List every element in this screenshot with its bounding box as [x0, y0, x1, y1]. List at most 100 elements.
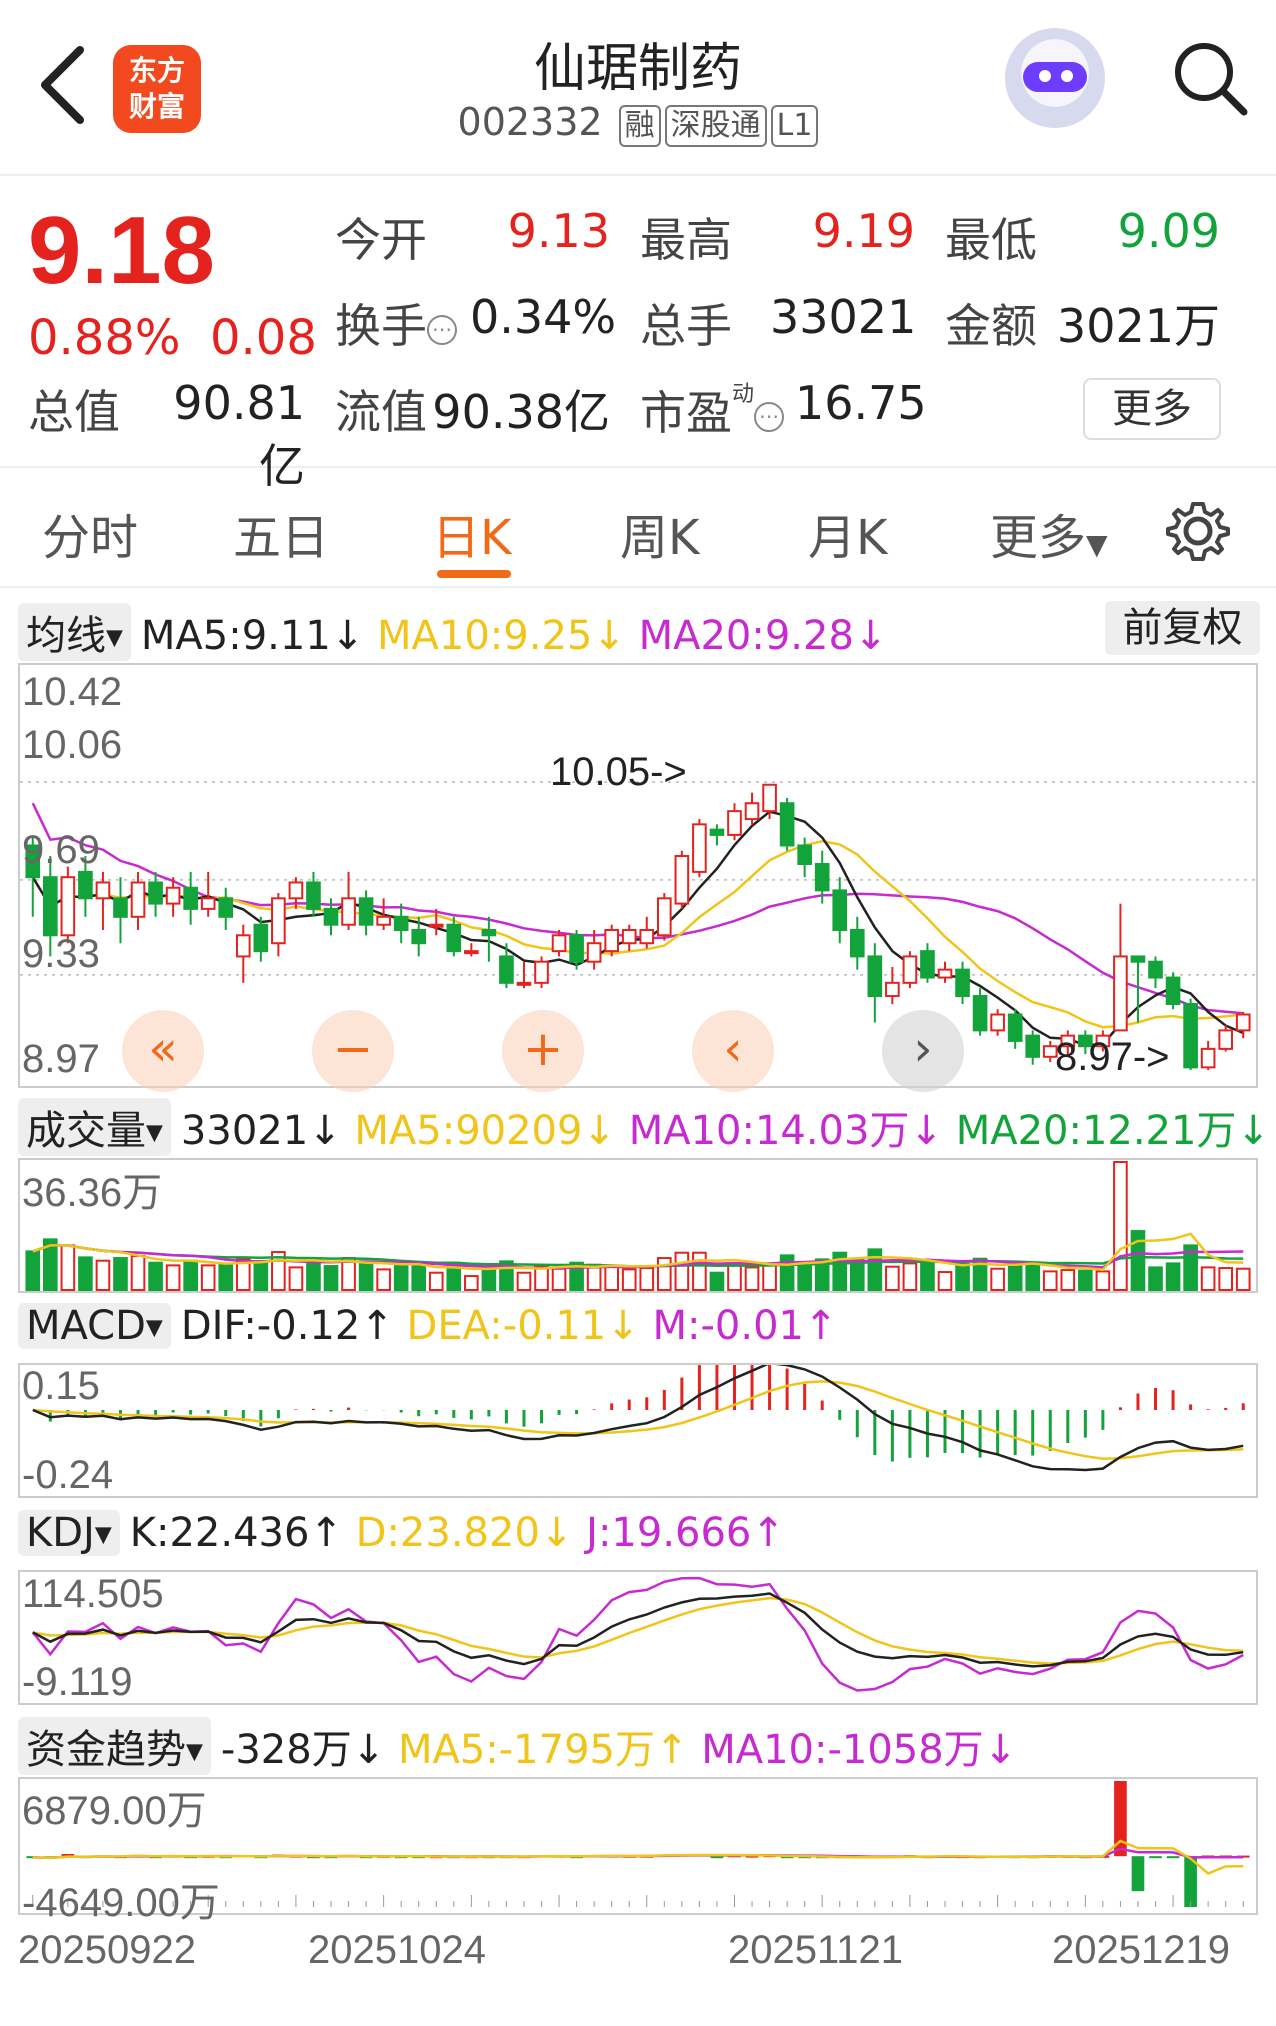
- fund-bar: [710, 1856, 724, 1859]
- volume-bar: [1025, 1264, 1041, 1291]
- scroll-right-button[interactable]: ›: [882, 1010, 964, 1092]
- candle-body: [937, 968, 953, 979]
- assistant-robot-icon[interactable]: [1005, 28, 1105, 128]
- candle-body: [1165, 976, 1181, 1005]
- zoom-in-button[interactable]: +: [502, 1010, 584, 1092]
- back-arrow-icon[interactable]: [30, 40, 100, 130]
- kdj-d: D:23.820↓: [355, 1510, 574, 1556]
- adjust-button[interactable]: 前复权: [1105, 601, 1260, 655]
- volume-bar: [306, 1260, 321, 1291]
- candle-body: [1148, 960, 1163, 979]
- search-icon[interactable]: [1170, 38, 1250, 118]
- info-icon[interactable]: ⋯: [427, 314, 457, 345]
- volume-bar: [218, 1263, 234, 1291]
- candle-body: [165, 886, 181, 905]
- tab-weekly-k[interactable]: 周K: [620, 510, 700, 566]
- ma5-line: [31, 810, 1244, 1047]
- kdj-chart[interactable]: [20, 1572, 1256, 1703]
- candle-body: [955, 968, 970, 998]
- candle-body: [849, 929, 865, 958]
- volume-bar: [692, 1251, 707, 1291]
- tab-monthly-k[interactable]: 月K: [808, 510, 888, 566]
- kdj-panel[interactable]: [18, 1570, 1258, 1705]
- macd-dif: DIF:-0.12↑: [180, 1303, 394, 1349]
- ma10-line: [31, 840, 1244, 1029]
- volume-bar: [1007, 1261, 1023, 1291]
- volume-bar: [253, 1260, 269, 1291]
- tab-five-day[interactable]: 五日: [233, 510, 330, 566]
- volume-selector[interactable]: 成交量▼: [18, 1098, 171, 1156]
- candle-body: [271, 897, 286, 945]
- more-quote-button[interactable]: 更多: [1083, 378, 1221, 440]
- fund-ma5-line: [32, 1839, 1244, 1875]
- ma10-value: MA10:9.25↓: [377, 613, 626, 659]
- volume-bar: [393, 1265, 409, 1291]
- volume-bar: [902, 1262, 918, 1291]
- x-axis-label: 20251219: [1052, 1928, 1230, 1972]
- candle-body: [60, 876, 76, 937]
- low-value: 9.09: [1117, 204, 1220, 258]
- volume-bar: [779, 1254, 795, 1291]
- tab-daily-k[interactable]: 日K: [432, 510, 512, 566]
- scroll-left-button[interactable]: ‹: [692, 1010, 774, 1092]
- candle-body: [832, 889, 848, 932]
- candle-body: [288, 881, 304, 900]
- kline-panel[interactable]: [18, 663, 1258, 1088]
- fund-chart[interactable]: [20, 1779, 1256, 1913]
- volume-bar: [130, 1255, 146, 1291]
- macd-selector-label: MACD: [26, 1303, 146, 1349]
- scroll-start-button[interactable]: «: [122, 1010, 204, 1092]
- candle-body: [200, 897, 216, 910]
- ma-selector[interactable]: 均线▼: [18, 603, 131, 661]
- candle-body: [253, 923, 269, 953]
- tab-more[interactable]: 更多▼: [990, 498, 1108, 568]
- volume-bar: [1113, 1161, 1128, 1291]
- vol-ma10: MA10:14.03万↓: [628, 1108, 943, 1154]
- volume-panel[interactable]: [18, 1158, 1258, 1293]
- kline-chart[interactable]: [20, 665, 1256, 1086]
- volume-bar: [1078, 1269, 1093, 1291]
- volume-bar: [200, 1264, 216, 1291]
- volume-bar: [148, 1261, 163, 1291]
- volume-bar: [411, 1265, 427, 1291]
- zoom-out-button[interactable]: −: [312, 1010, 394, 1092]
- volume-bar: [25, 1250, 41, 1291]
- logo-text-1: 东方: [128, 54, 185, 87]
- stock-subinfo: 002332 融深股通 L1: [0, 100, 1276, 147]
- info-icon[interactable]: ⋯: [754, 401, 785, 432]
- macd-chart[interactable]: [20, 1365, 1256, 1496]
- kdj-y-label: 114.505: [22, 1572, 164, 1616]
- fund-selector[interactable]: 资金趋势▼: [18, 1717, 211, 1775]
- candle-body: [1007, 1013, 1023, 1042]
- volume-bar: [60, 1244, 76, 1291]
- volume-bar: [428, 1271, 444, 1291]
- low-label: 最低: [945, 213, 1037, 267]
- vol-ma20: MA20:12.21万↓: [955, 1108, 1270, 1154]
- kdj-selector[interactable]: KDJ▼: [18, 1510, 120, 1556]
- candle-body: [621, 929, 637, 945]
- fund-panel[interactable]: [18, 1777, 1258, 1915]
- fund-selector-label: 资金趋势: [26, 1727, 186, 1773]
- volume-value: 33021: [770, 290, 917, 344]
- caret-down-icon: ▼: [1086, 528, 1108, 561]
- volume-bar: [1060, 1269, 1076, 1291]
- candle-body: [341, 897, 356, 926]
- volume-bar: [990, 1267, 1005, 1291]
- pe-label: 市盈动⋯: [640, 376, 785, 443]
- fund-bar: [61, 1854, 75, 1857]
- tab-intraday[interactable]: 分时: [42, 510, 139, 566]
- macd-selector[interactable]: MACD▼: [18, 1303, 171, 1349]
- macd-panel[interactable]: [18, 1363, 1258, 1498]
- candle-body: [885, 981, 900, 998]
- app-logo[interactable]: 东方 财富: [113, 45, 201, 133]
- volume-chart[interactable]: [20, 1160, 1256, 1291]
- ma20-value: MA20:9.28↓: [638, 613, 888, 659]
- volume-bar: [885, 1265, 900, 1291]
- candle-body: [586, 942, 602, 963]
- kline-y-label: 9.33: [22, 932, 100, 976]
- candle-body: [569, 934, 584, 963]
- gear-icon[interactable]: [1165, 498, 1231, 564]
- caret-down-icon: ▼: [94, 1522, 112, 1548]
- candle-body: [744, 802, 760, 821]
- candle-body: [464, 950, 479, 955]
